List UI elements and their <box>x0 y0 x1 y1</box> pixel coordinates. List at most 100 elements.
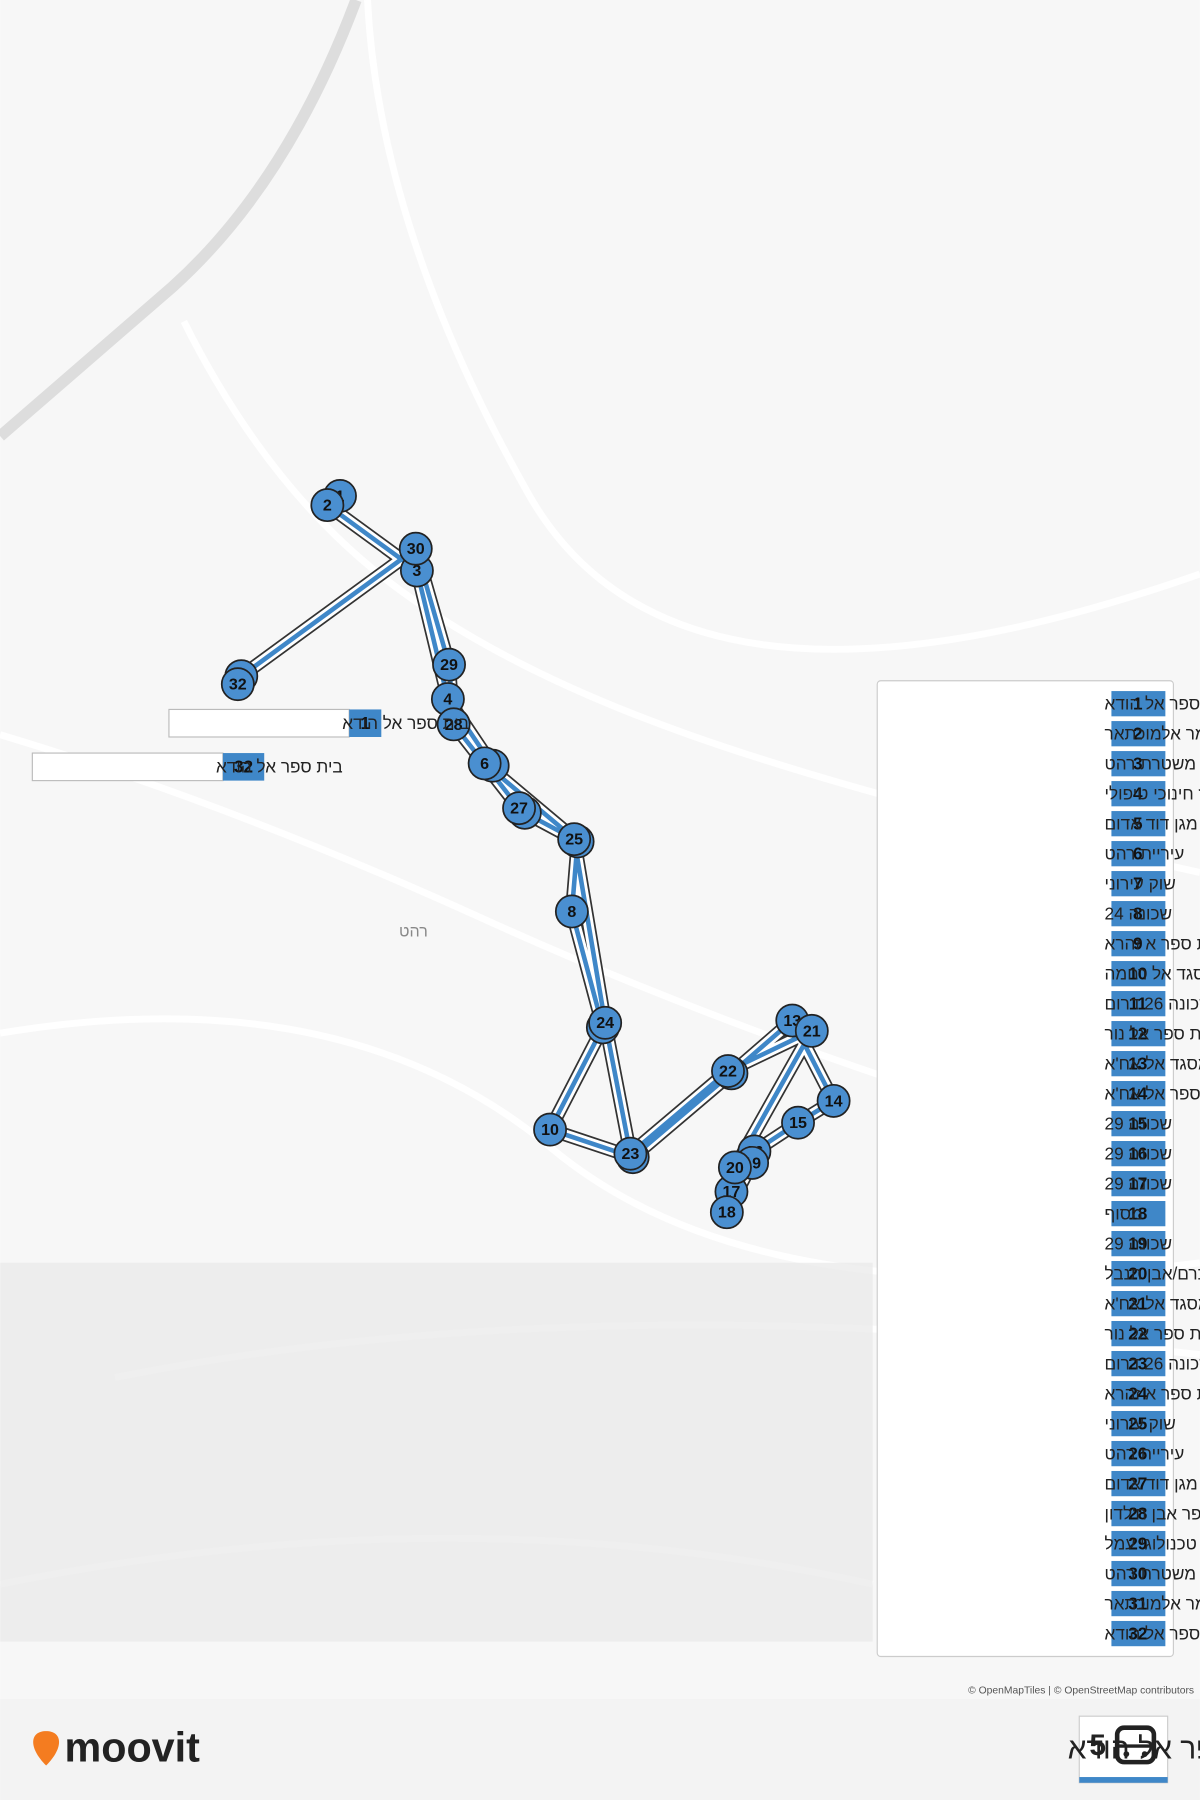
stop-marker-number: 6 <box>480 755 489 773</box>
legend-number: 21 <box>1128 1293 1148 1313</box>
stop-marker <box>613 1136 648 1171</box>
callout-number: 1 <box>360 713 370 733</box>
callout-box <box>168 708 350 738</box>
stop-marker <box>398 531 433 566</box>
legend-number-box <box>1111 871 1166 897</box>
legend-stop-name: מגן דוד אדום <box>1105 813 1198 833</box>
legend-number-box <box>1111 931 1166 957</box>
legend-number: 17 <box>1128 1173 1147 1193</box>
stop-marker-number: 29 <box>440 656 458 674</box>
legend-stop-name: מסוף <box>1105 1203 1143 1223</box>
legend-number: 5 <box>1133 813 1143 833</box>
legend-number: 28 <box>1128 1503 1148 1523</box>
stop-marker-number: 32 <box>229 676 247 694</box>
legend-stop-name: בית ספר א זהרא <box>1105 1383 1200 1403</box>
stop-marker <box>816 1083 851 1118</box>
stop-marker <box>432 647 466 682</box>
stop-marker <box>557 822 592 857</box>
legend-stop-name: מסגד אל אח'א <box>1105 1053 1200 1073</box>
legend-number: 18 <box>1128 1203 1148 1223</box>
stop-marker-number: 8 <box>567 903 576 921</box>
legend-number: 10 <box>1128 963 1147 983</box>
stop-marker-number: 14 <box>825 1092 843 1110</box>
legend-number-box <box>1111 1201 1166 1227</box>
stop-marker-number: 30 <box>407 540 425 558</box>
legend-stop-name: עיריית רהט <box>1105 1443 1185 1463</box>
legend-number: 2 <box>1133 723 1143 743</box>
stop-marker-number: 15 <box>789 1114 807 1132</box>
legend-number-box <box>1111 1620 1166 1647</box>
legend-stop-name: מרכז חינוכי טיפולי <box>1105 783 1200 803</box>
legend-number: 27 <box>1128 1473 1147 1493</box>
legend-number-box <box>1111 1440 1166 1467</box>
legend-number: 8 <box>1133 903 1143 923</box>
legend-number: 22 <box>1128 1323 1147 1343</box>
legend-number: 20 <box>1128 1263 1147 1283</box>
legend-number: 11 <box>1129 993 1148 1013</box>
legend-number: 7 <box>1133 873 1143 893</box>
legend-stop-name: שוק עירוני <box>1105 873 1176 893</box>
legend-number-box <box>1111 1380 1166 1407</box>
stop-marker-number: 25 <box>565 831 583 849</box>
legend-number: 30 <box>1128 1563 1147 1583</box>
legend-stop-name: בית ספר טכנולוגי עמל <box>1105 1533 1200 1553</box>
legend-number: 31 <box>1128 1593 1148 1613</box>
legend-number-box <box>1111 1560 1166 1587</box>
legend-number-box <box>1111 781 1166 807</box>
callout-number-box <box>222 753 265 781</box>
highway <box>0 0 362 441</box>
legend-stop-name: מסגד אל אח'א <box>1105 1293 1200 1313</box>
legend-number: 25 <box>1128 1413 1148 1433</box>
callout-number: 32 <box>234 757 253 777</box>
legend-number-box <box>1111 991 1166 1017</box>
stop-marker-number: 22 <box>719 1062 737 1080</box>
stop-marker-number: 3 <box>412 562 421 580</box>
callout-number-box <box>349 709 382 737</box>
legend-number: 1 <box>1133 693 1143 713</box>
route-number: 5 <box>1089 1729 1106 1762</box>
legend-number-box <box>1111 1470 1166 1497</box>
legend-number-box <box>1111 721 1166 747</box>
bus-icon <box>1114 1725 1157 1765</box>
stop-marker <box>220 667 255 702</box>
stop-marker <box>436 707 471 742</box>
stop-marker <box>711 1054 745 1088</box>
callout-name: בית ספר אל הודא <box>216 757 343 777</box>
legend-number: 14 <box>1128 1083 1148 1103</box>
legend-stop-name: שכונה 24 <box>1105 903 1173 923</box>
stop-marker-number: 23 <box>621 1145 639 1163</box>
legend-stop-name: שכונה 26 דרום <box>1105 1353 1200 1373</box>
stop-marker <box>709 1195 744 1230</box>
legend-number-box <box>1111 961 1166 987</box>
legend-stop-name: בית ספר אל הודא <box>1105 693 1200 713</box>
legend-number: 19 <box>1128 1233 1147 1253</box>
legend-stop-name: שוק עירוני <box>1105 1413 1176 1433</box>
legend-number-box <box>1111 1111 1166 1137</box>
legend-stop-name: צאלח אלדין/עומר אלמוכתאר <box>1105 1593 1200 1613</box>
stop-marker-number: 18 <box>718 1204 736 1222</box>
legend-stop-name: מגן דוד אדום <box>1105 1473 1198 1493</box>
legend-number-box <box>1111 1320 1166 1347</box>
stop-marker-number: 28 <box>445 716 463 734</box>
legend-stop-name: בית ספר אל אח'א <box>1105 1083 1200 1103</box>
legend-number: 24 <box>1128 1383 1148 1403</box>
legend-number: 23 <box>1128 1353 1147 1373</box>
legend-stop-name: אלכרם/אבן תנבל <box>1105 1263 1200 1283</box>
legend-stop-name: מסגד אל רחמה <box>1105 963 1200 983</box>
stop-marker <box>554 894 589 929</box>
legend-stop-name: צאלח אלדין/עומר אלמוכתאר <box>1105 723 1200 743</box>
stop-marker <box>588 1005 623 1040</box>
legend-number-box <box>1111 1260 1166 1287</box>
legend-number-box <box>1111 691 1166 717</box>
legend-number: 4 <box>1133 783 1143 803</box>
legend-number: 32 <box>1128 1623 1147 1643</box>
legend-number: 3 <box>1133 753 1143 773</box>
legend-number-box <box>1111 1590 1166 1617</box>
legend-number-box <box>1111 1290 1166 1317</box>
legend-stop-name: בית ספר אל הודא <box>1105 1623 1200 1643</box>
legend-stop-name: שכונה 29 <box>1105 1233 1173 1253</box>
legend-stop-name: בית ספר אל נור <box>1105 1323 1200 1343</box>
legend-stop-name: עיריית רהט <box>1105 843 1185 863</box>
legend-number: 13 <box>1128 1053 1147 1073</box>
